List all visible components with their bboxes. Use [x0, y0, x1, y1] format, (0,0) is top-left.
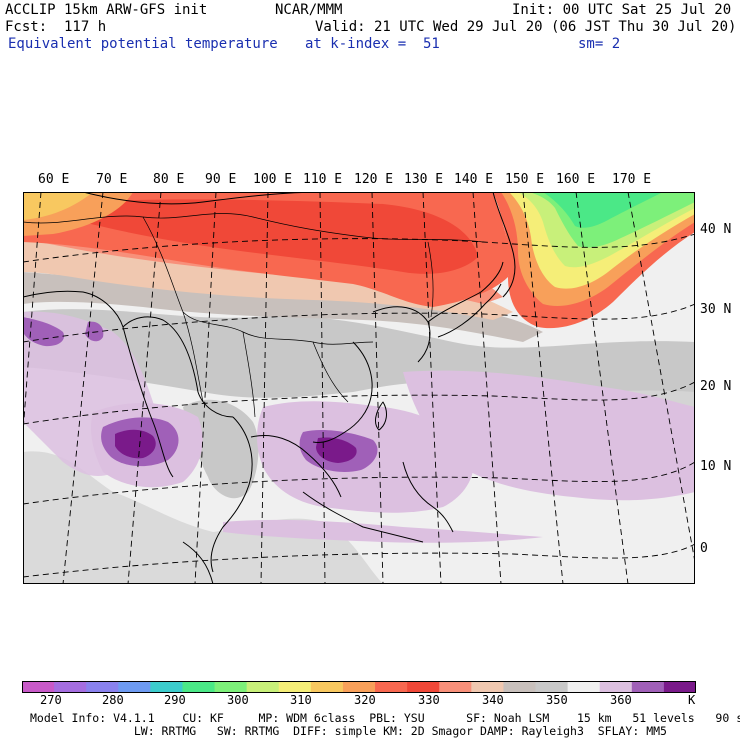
gray-lower-band: [23, 451, 383, 584]
lon-label: 100 E: [253, 172, 293, 187]
orange-northwest: [23, 192, 93, 220]
lon-label: 120 E: [354, 172, 394, 187]
gray-mid-band: [23, 309, 695, 398]
colorbar-cell: [86, 681, 119, 693]
equivalent-potential-temperature-map: [23, 192, 695, 584]
colorbar-tick-label: 290: [164, 693, 186, 707]
lon-label: 150 E: [505, 172, 545, 187]
colorbar-cell: [342, 681, 376, 693]
lat-label: 30 N: [700, 302, 732, 317]
colorbar-cell: [375, 681, 408, 693]
model-info-line1: Model Info: V4.1.1 CU: KF MP: WDM 6class…: [30, 711, 740, 725]
lat-label: 0: [700, 541, 708, 556]
colorbar-cell: [663, 681, 696, 693]
lon-label: 160 E: [556, 172, 596, 187]
colorbar-cell: [599, 681, 633, 693]
colorbar-cell: [439, 681, 472, 693]
colorbar-tick-label: 280: [102, 693, 124, 707]
colorbar-cell: [503, 681, 537, 693]
colorbar-cell: [54, 681, 87, 693]
model-title: ACCLIP 15km ARW-GFS init: [5, 2, 208, 18]
smoothing-label: sm= 2: [578, 36, 621, 52]
red-core: [83, 199, 478, 274]
tan-band: [23, 272, 543, 342]
colorbar: [22, 681, 696, 693]
colorbar-cell: [150, 681, 183, 693]
orange-northwest-2: [23, 192, 133, 236]
lon-label: 140 E: [454, 172, 494, 187]
level-label: at k-index = 51: [305, 36, 440, 52]
colorbar-tick-label: 360: [610, 693, 632, 707]
purple-core-bay: [115, 429, 156, 459]
colorbar-cell: [631, 681, 665, 693]
map-frame: [23, 192, 695, 584]
pacific-teal: [543, 192, 663, 228]
graticule: [23, 192, 695, 584]
colorbar-tick-label: 320: [354, 693, 376, 707]
colorbar-tick-label: 350: [546, 693, 568, 707]
colorbar-cell: [22, 681, 55, 693]
valid-time: Valid: 21 UTC Wed 29 Jul 20 (06 JST Thu …: [315, 19, 737, 35]
colorbar-cell: [278, 681, 312, 693]
colorbar-tick-label: 340: [482, 693, 504, 707]
colorbar-cell: [310, 681, 344, 693]
colorbar-cell: [407, 681, 440, 693]
lon-label: 70 E: [96, 172, 128, 187]
lon-label: 170 E: [612, 172, 652, 187]
model-info-line2: LW: RRTMG SW: RRTMG DIFF: simple KM: 2D …: [30, 724, 667, 738]
purple-south-band: [223, 519, 543, 543]
lon-label: 80 E: [153, 172, 185, 187]
colorbar-tick-label: 270: [40, 693, 62, 707]
colorbar-cell: [118, 681, 151, 693]
colorbar-cell: [535, 681, 569, 693]
purple-hotspot-west: [23, 317, 65, 347]
lat-label: 40 N: [700, 222, 732, 237]
colorbar-cell: [246, 681, 280, 693]
colorbar-cell: [214, 681, 248, 693]
lon-label: 60 E: [38, 172, 70, 187]
lon-label: 110 E: [303, 172, 343, 187]
forecast-hour: Fcst: 117 h: [5, 19, 107, 35]
lat-label: 20 N: [700, 379, 732, 394]
colorbar-cell: [471, 681, 504, 693]
purple-west-pacific: [403, 370, 695, 501]
lat-label: 10 N: [700, 459, 732, 474]
init-time: Init: 00 UTC Sat 25 Jul 20: [512, 2, 732, 18]
lon-label: 90 E: [205, 172, 237, 187]
colorbar-cell: [182, 681, 216, 693]
center-name: NCAR/MMM: [275, 2, 343, 18]
colorbar-tick-label: 330: [418, 693, 440, 707]
field-name: Equivalent potential temperature: [8, 36, 278, 52]
colorbar-cell: [567, 681, 601, 693]
lon-label: 130 E: [404, 172, 444, 187]
purple-core-scs: [316, 437, 357, 463]
coastlines: [23, 192, 516, 584]
colorbar-unit: K: [688, 693, 696, 707]
colorbar-tick-label: 300: [227, 693, 249, 707]
colorbar-tick-label: 310: [290, 693, 312, 707]
